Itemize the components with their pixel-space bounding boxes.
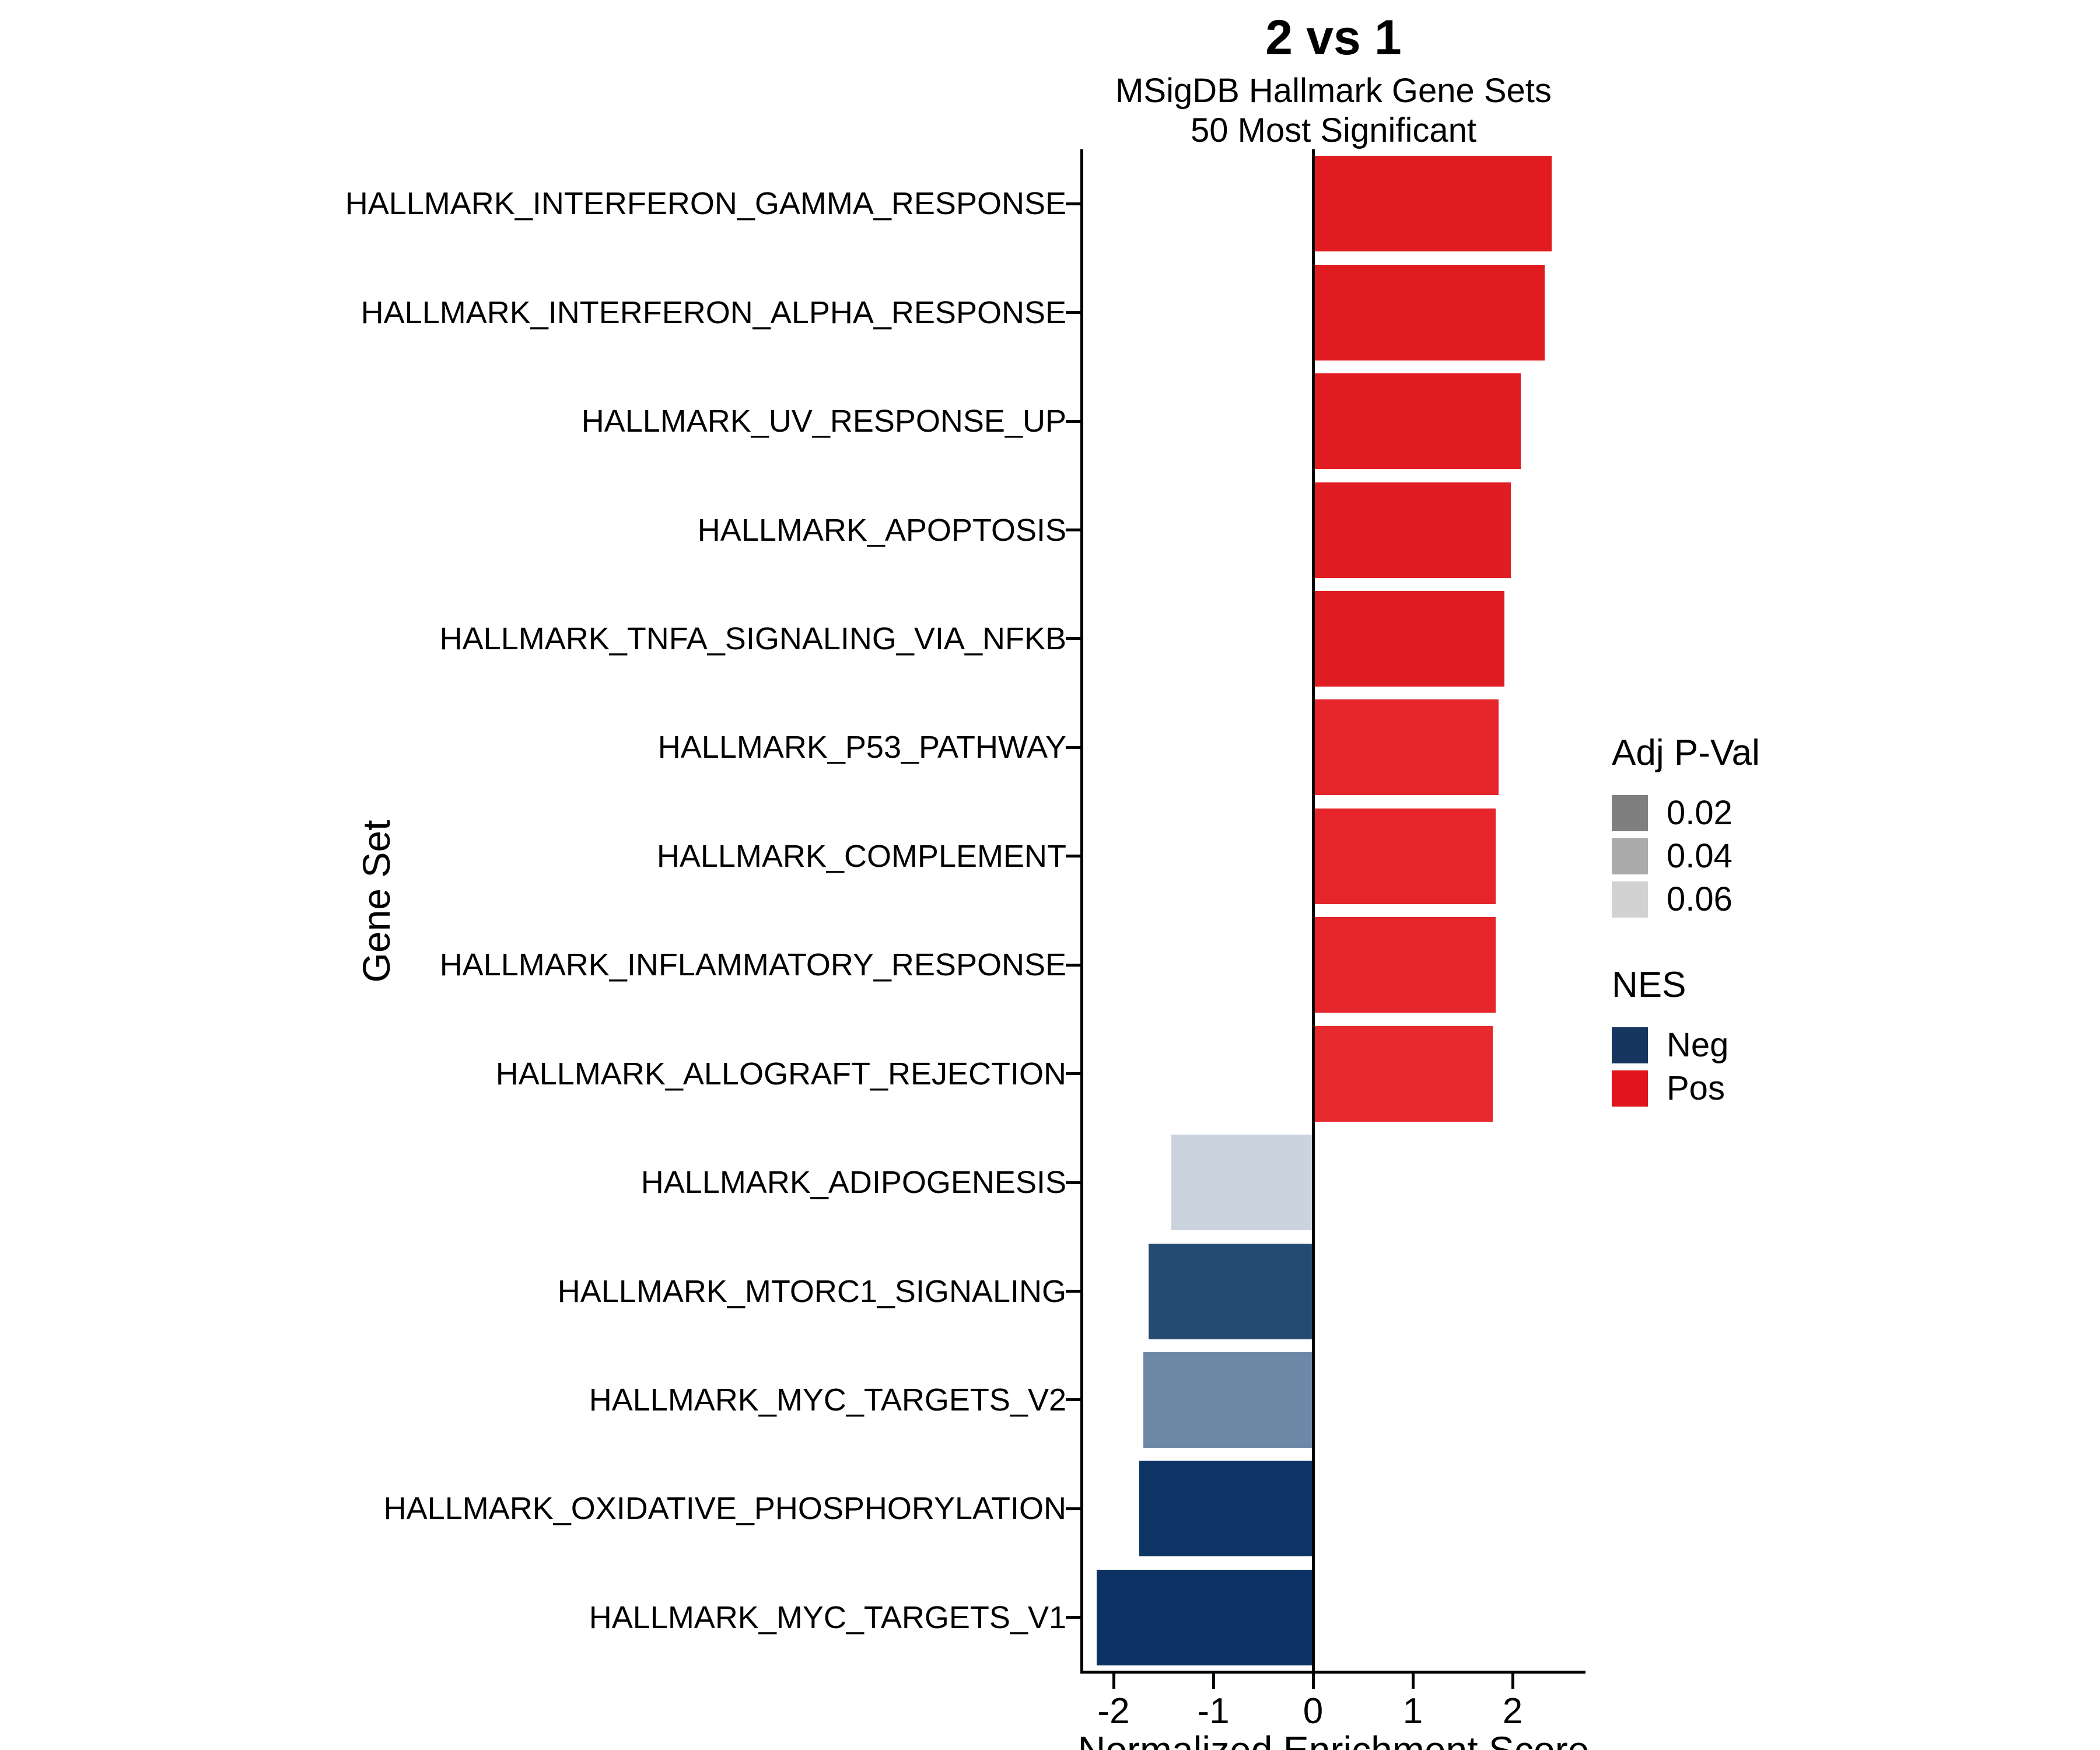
bar <box>1171 1135 1313 1231</box>
y-axis-tick <box>1066 1398 1081 1402</box>
legend-item-pval-004: 0.04 <box>1612 836 1760 876</box>
zero-reference-line <box>1312 149 1315 1674</box>
pval-0.06-swatch <box>1612 881 1648 918</box>
bar <box>1313 156 1552 252</box>
pval-0.02-swatch <box>1612 794 1648 831</box>
nes-pos-swatch <box>1612 1070 1648 1107</box>
legend-item-nes-neg: Neg <box>1612 1026 1760 1065</box>
y-axis-tick <box>1066 202 1081 205</box>
x-axis-tick <box>1511 1674 1514 1689</box>
legend-nes-title: NES <box>1612 965 1686 1005</box>
pval-0.02-label: 0.02 <box>1667 794 1732 832</box>
y-axis-tick <box>1066 419 1081 423</box>
y-axis-label: HALLMARK_ALLOGRAFT_REJECTION <box>495 1056 1066 1091</box>
x-axis-tick <box>1411 1674 1415 1689</box>
y-axis-label: HALLMARK_ADIPOGENESIS <box>640 1165 1066 1200</box>
y-axis-label: HALLMARK_MYC_TARGETS_V1 <box>589 1600 1066 1635</box>
pval-0.04-swatch <box>1612 838 1648 874</box>
y-axis-label: HALLMARK_MYC_TARGETS_V2 <box>589 1382 1066 1418</box>
bar <box>1096 1569 1313 1665</box>
pval-0.04-label: 0.04 <box>1667 837 1732 875</box>
y-axis-tick <box>1066 311 1081 314</box>
legend-item-nes-pos: Pos <box>1612 1069 1760 1108</box>
y-axis-tick <box>1066 963 1081 967</box>
y-axis-label: HALLMARK_INTERFERON_ALPHA_RESPONSE <box>360 295 1066 330</box>
y-axis-label: HALLMARK_P53_PATHWAY <box>657 730 1066 765</box>
nes-pos-label: Pos <box>1667 1069 1725 1107</box>
x-axis-tick <box>1311 1674 1315 1689</box>
x-axis-tick-label: 2 <box>1502 1691 1523 1731</box>
x-axis-tick-label: -2 <box>1097 1691 1130 1731</box>
bar <box>1313 917 1496 1013</box>
legend-pval-title: Adj P-Val <box>1612 733 1760 773</box>
y-axis-tick <box>1066 1181 1081 1184</box>
bar <box>1313 590 1505 687</box>
y-axis-label: HALLMARK_INTERFERON_GAMMA_RESPONSE <box>345 186 1066 222</box>
y-axis-tick <box>1066 1507 1081 1510</box>
y-axis-label: HALLMARK_TNFA_SIGNALING_VIA_NFKB <box>439 621 1066 656</box>
y-axis-tick <box>1066 1616 1081 1619</box>
x-axis-tick-label: 1 <box>1402 1691 1423 1731</box>
bar <box>1313 808 1496 904</box>
legend: Adj P-Val 0.02 0.04 0.06 NES Neg Pos <box>1612 732 1760 1112</box>
bar <box>1313 1026 1493 1122</box>
y-axis-tick <box>1066 1290 1081 1293</box>
y-axis-tick <box>1066 528 1081 531</box>
y-axis-label: HALLMARK_OXIDATIVE_PHOSPHORYLATION <box>383 1491 1066 1527</box>
y-axis-label: HALLMARK_COMPLEMENT <box>656 838 1066 874</box>
x-axis-line <box>1080 1671 1586 1674</box>
y-axis-label: HALLMARK_INFLAMMATORY_RESPONSE <box>439 947 1066 983</box>
bar <box>1313 264 1545 360</box>
legend-item-pval-006: 0.06 <box>1612 880 1760 919</box>
y-axis-title: Gene Set <box>355 820 398 983</box>
x-axis-tick <box>1212 1674 1215 1689</box>
legend-item-pval-002: 0.02 <box>1612 793 1760 832</box>
y-axis-tick <box>1066 746 1081 749</box>
y-axis-label: HALLMARK_MTORC1_SIGNALING <box>557 1273 1066 1309</box>
nes-neg-label: Neg <box>1667 1026 1729 1064</box>
y-axis-tick <box>1066 1072 1081 1076</box>
bar <box>1143 1352 1313 1448</box>
pval-0.06-label: 0.06 <box>1667 880 1732 918</box>
bar <box>1313 482 1511 578</box>
y-axis-tick <box>1066 855 1081 858</box>
x-axis-tick <box>1112 1674 1115 1689</box>
chart-title: 2 vs 1 <box>1265 10 1402 65</box>
nes-neg-swatch <box>1612 1027 1648 1063</box>
x-axis-tick-label: -1 <box>1197 1691 1230 1731</box>
chart-subtitle-line1: MSigDB Hallmark Gene Sets <box>1115 72 1552 110</box>
x-axis-title: Normalized Enrichment Score <box>1077 1728 1590 1750</box>
y-axis-line <box>1080 149 1083 1674</box>
bar <box>1139 1461 1313 1557</box>
bar <box>1148 1243 1313 1339</box>
bar <box>1313 373 1521 470</box>
x-axis-tick-label: 0 <box>1303 1691 1324 1731</box>
y-axis-tick <box>1066 637 1081 640</box>
y-axis-label: HALLMARK_UV_RESPONSE_UP <box>581 404 1066 439</box>
chart-subtitle-line2: 50 Most Significant <box>1190 111 1477 149</box>
y-axis-label: HALLMARK_APOPTOSIS <box>697 512 1066 548</box>
bar <box>1313 699 1499 796</box>
